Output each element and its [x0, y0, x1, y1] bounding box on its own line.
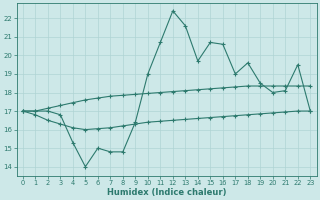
X-axis label: Humidex (Indice chaleur): Humidex (Indice chaleur): [107, 188, 226, 197]
